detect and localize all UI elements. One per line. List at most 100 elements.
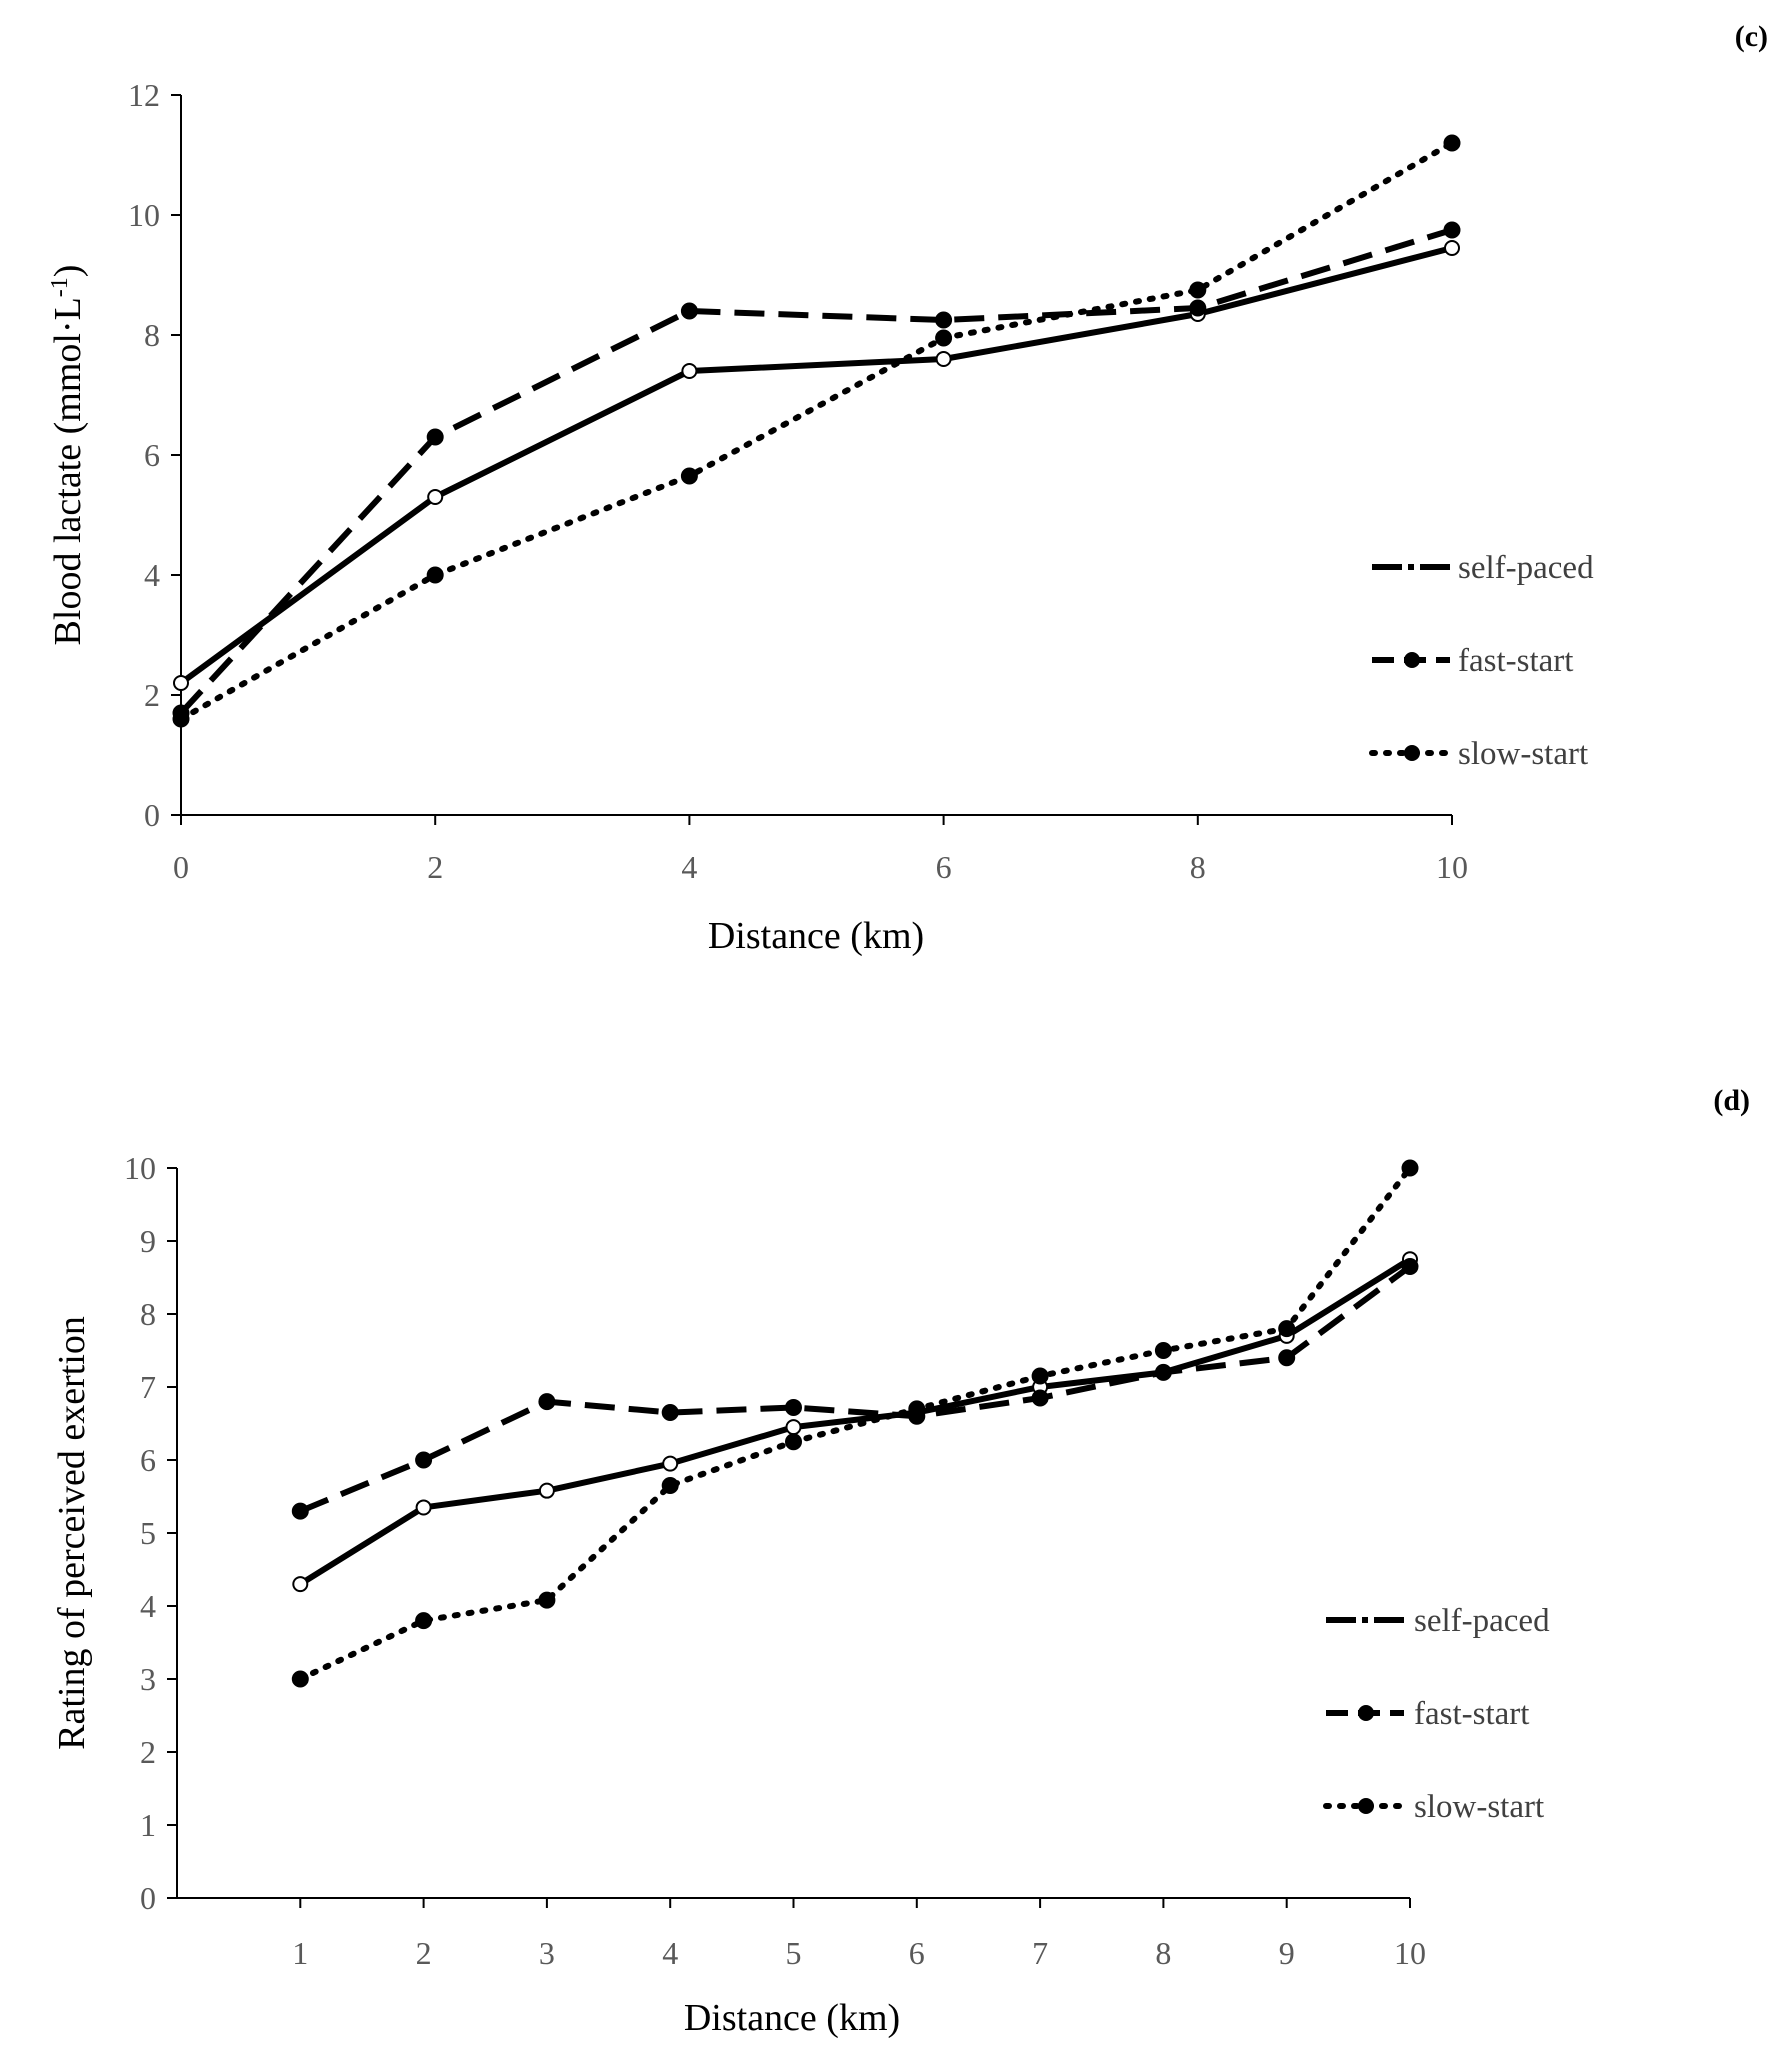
y-tick-label-c-4: 8 xyxy=(144,317,160,353)
series-line-c-slow-start xyxy=(178,140,1455,722)
y-tick-label-d-10: 10 xyxy=(124,1150,156,1186)
legend-label-c-self-paced: self-paced xyxy=(1458,550,1594,586)
y-tick-label-d-9: 9 xyxy=(140,1223,156,1259)
x-tick-label-c-4: 8 xyxy=(1190,849,1206,885)
point-d-slow-start-8 xyxy=(1278,1320,1296,1338)
legend-label-c-fast-start: fast-start xyxy=(1458,643,1573,679)
point-d-self-paced-4 xyxy=(785,1419,802,1436)
point-c-slow-start-0 xyxy=(172,710,190,728)
point-d-self-paced-0 xyxy=(292,1576,309,1593)
point-c-self-paced-5 xyxy=(1444,240,1460,256)
point-c-self-paced-1 xyxy=(427,489,444,505)
legend-label-c-slow-start: slow-start xyxy=(1458,736,1588,772)
y-tick-label-c-2: 4 xyxy=(144,557,160,593)
point-c-fast-start-2 xyxy=(680,302,698,320)
point-c-self-paced-3 xyxy=(935,351,952,367)
x-tick-label-d-9: 10 xyxy=(1394,1935,1426,1971)
legend-marker-d-fast-start xyxy=(1358,1705,1374,1721)
y-tick-label-d-5: 5 xyxy=(140,1515,156,1551)
point-c-slow-start-1 xyxy=(426,566,444,584)
point-c-slow-start-4 xyxy=(1189,281,1207,299)
x-tick-label-d-8: 9 xyxy=(1279,1935,1295,1971)
x-tick-label-d-1: 2 xyxy=(416,1935,432,1971)
point-d-slow-start-2 xyxy=(538,1591,556,1609)
point-d-self-paced-2 xyxy=(538,1482,555,1499)
series-line-c-fast-start xyxy=(178,227,1453,716)
x-tick-label-c-2: 4 xyxy=(681,849,697,885)
point-d-slow-start-6 xyxy=(1031,1367,1049,1385)
x-tick-label-d-7: 8 xyxy=(1155,1935,1171,1971)
series-line-d-fast-start xyxy=(299,1264,1412,1514)
point-d-self-paced-1 xyxy=(415,1499,432,1516)
point-c-self-paced-2 xyxy=(681,363,698,379)
point-d-fast-start-9 xyxy=(1401,1258,1419,1276)
y-axis-title-c-main: Blood lactate (mmol·L xyxy=(47,297,89,645)
y-tick-label-d-7: 7 xyxy=(140,1369,156,1405)
series-c xyxy=(172,134,1461,728)
x-tick-label-c-0: 0 xyxy=(173,849,189,885)
point-c-slow-start-3 xyxy=(935,329,953,347)
legend-label-d-slow-start: slow-start xyxy=(1414,1789,1544,1825)
ticks-c: 0 2 4 6 8 10 12 0 2 4 6 8 10 xyxy=(128,77,1468,885)
series-line-d-slow-start xyxy=(297,1165,1413,1682)
y-tick-label-d-1: 1 xyxy=(140,1807,156,1843)
legend-marker-d-slow-start xyxy=(1358,1798,1374,1814)
y-tick-label-d-8: 8 xyxy=(140,1296,156,1332)
x-axis-title-d: Distance (km) xyxy=(684,1997,900,2039)
x-tick-label-d-6: 7 xyxy=(1032,1935,1048,1971)
x-tick-label-d-2: 3 xyxy=(539,1935,555,1971)
y-axis-title-d: Rating of perceived exertion xyxy=(51,1316,93,1750)
point-d-self-paced-3 xyxy=(662,1455,679,1472)
y-tick-label-c-1: 2 xyxy=(144,677,160,713)
x-tick-label-d-0: 1 xyxy=(292,1935,308,1971)
y-tick-label-d-6: 6 xyxy=(140,1442,156,1478)
x-tick-label-c-1: 2 xyxy=(427,849,443,885)
x-axis-title-c: Distance (km) xyxy=(708,915,924,957)
y-tick-label-c-5: 10 xyxy=(128,197,160,233)
point-c-slow-start-2 xyxy=(680,467,698,485)
y-tick-label-d-3: 3 xyxy=(140,1661,156,1697)
point-d-slow-start-4 xyxy=(785,1433,802,1451)
x-tick-label-d-4: 5 xyxy=(786,1935,802,1971)
ticks-d: 0 1 2 3 4 5 6 7 8 9 10 1 2 3 4 5 6 7 8 9 10 xyxy=(124,1150,1426,1971)
point-d-fast-start-2 xyxy=(538,1393,556,1411)
x-tick-label-d-5: 6 xyxy=(909,1935,925,1971)
panel-label-c: (c) xyxy=(1735,20,1768,53)
y-axis-title-c-sup: -1 xyxy=(47,277,73,297)
x-tick-label-d-3: 4 xyxy=(662,1935,678,1971)
y-tick-label-d-2: 2 xyxy=(140,1734,156,1770)
point-c-fast-start-5 xyxy=(1443,221,1461,239)
series-d xyxy=(291,1159,1419,1688)
y-tick-label-c-6: 12 xyxy=(128,77,160,113)
y-axis-title-c-close: ) xyxy=(47,265,89,278)
series-line-d-self-paced xyxy=(298,1256,1412,1587)
point-d-fast-start-1 xyxy=(415,1451,433,1469)
legend-label-d-fast-start: fast-start xyxy=(1414,1696,1529,1732)
point-d-fast-start-3 xyxy=(661,1404,679,1422)
point-c-fast-start-1 xyxy=(426,428,444,446)
point-d-fast-start-6 xyxy=(1031,1389,1049,1407)
point-c-slow-start-5 xyxy=(1443,134,1461,152)
legend-marker-c-slow-start xyxy=(1404,745,1420,761)
legend-d: self-paced fast-start slow-start xyxy=(1323,1603,1550,1825)
y-tick-label-d-0: 0 xyxy=(140,1880,156,1916)
point-d-slow-start-3 xyxy=(661,1477,679,1495)
chart-panel-c: (c) 0 2 4 6 8 10 12 0 2 4 6 8 10 Distance (km) Blood… xyxy=(47,20,1768,957)
point-c-fast-start-4 xyxy=(1189,299,1207,317)
point-d-fast-start-4 xyxy=(785,1398,802,1416)
legend-c: self-paced fast-start slow-start xyxy=(1369,550,1594,772)
axes-d xyxy=(176,1168,1410,1899)
point-d-slow-start-1 xyxy=(415,1612,433,1630)
y-tick-label-c-3: 6 xyxy=(144,437,160,473)
point-c-self-paced-0 xyxy=(173,675,189,691)
point-d-fast-start-0 xyxy=(291,1502,309,1520)
legend-marker-c-fast-start xyxy=(1404,652,1420,668)
axes-c xyxy=(180,95,1452,816)
point-d-slow-start-5 xyxy=(908,1400,926,1418)
y-axis-title-c: Blood lactate (mmol·L-1) xyxy=(47,265,89,646)
y-tick-label-c-0: 0 xyxy=(144,797,160,833)
point-d-slow-start-9 xyxy=(1401,1159,1419,1177)
x-tick-label-c-3: 6 xyxy=(936,849,952,885)
panel-label-d: (d) xyxy=(1713,1084,1750,1117)
